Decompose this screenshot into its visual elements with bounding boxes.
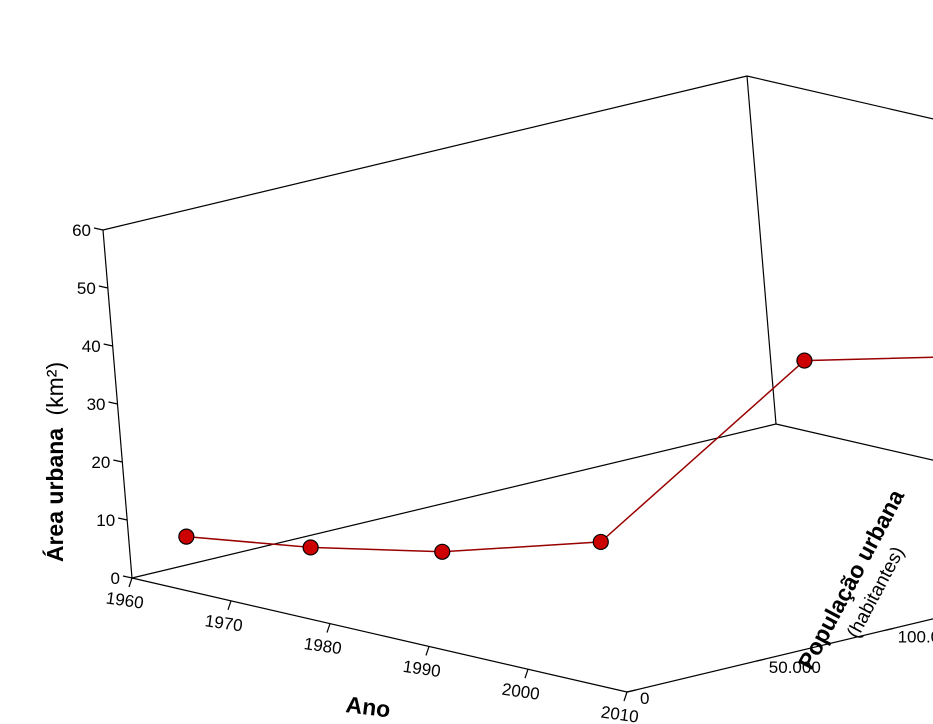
axis-title-z: Área urbana (km²): [41, 362, 68, 562]
z-tick-mark: [98, 285, 108, 289]
x-tick-mark: [425, 646, 430, 656]
data-point: [796, 352, 813, 369]
z-tick-label: 0: [111, 569, 120, 588]
box-edge-4: [775, 423, 933, 461]
data-series: [178, 352, 933, 560]
z-tick-label: 60: [72, 221, 91, 240]
x-tick-mark: [326, 623, 331, 633]
x-tick-label: 1990: [402, 657, 442, 681]
y-tick-label: 50.000: [769, 658, 821, 677]
axis-title-z-group: Área urbana (km²): [41, 362, 68, 562]
x-tick-mark: [623, 691, 628, 702]
series-line: [186, 356, 933, 553]
x-tick-mark: [227, 600, 232, 610]
box-edge-0: [131, 577, 628, 693]
x-tick-mark: [128, 577, 133, 588]
axis-title-z-label: Área urbana: [41, 428, 68, 562]
x-tick-label: 1960: [105, 589, 145, 613]
axis-title-z-unit: (km²): [42, 362, 68, 416]
x-tick-label: 2000: [501, 680, 541, 704]
data-point: [592, 533, 609, 551]
z-tick-mark: [108, 401, 118, 405]
box-edge-1: [131, 423, 777, 579]
z-tick-mark: [113, 459, 123, 463]
axis-title-x: Ano: [344, 691, 392, 722]
box-edge-3: [626, 618, 933, 693]
z-tick-label: 10: [96, 511, 115, 530]
x-tick-mark: [524, 669, 529, 679]
x-tick-label: 1970: [204, 611, 244, 635]
data-point: [178, 528, 195, 545]
y-tick-mark: [626, 689, 637, 693]
box-edge-7: [746, 75, 933, 120]
axis-title-y-group: População urbana (habitantes): [793, 485, 910, 673]
data-point: [434, 543, 451, 560]
z-tick-label: 50: [77, 279, 96, 298]
z-tick-mark: [93, 227, 104, 231]
z-tick-label: 40: [82, 337, 101, 356]
data-point: [302, 539, 319, 556]
y-tick-mark: [884, 627, 894, 631]
y-tick-label: 100.000: [898, 627, 933, 646]
z-tick-mark: [103, 343, 113, 347]
y-tick-mark: [755, 658, 765, 662]
z-tick-label: 20: [91, 453, 110, 472]
z-tick-mark: [122, 575, 133, 579]
plot-box: [102, 75, 933, 693]
box-edge-6: [746, 75, 777, 425]
box-edge-5: [102, 75, 748, 231]
x-tick-label: 2010: [600, 703, 640, 724]
z-tick-mark: [118, 517, 128, 521]
y-tick-label: 0: [640, 689, 649, 708]
x-tick-label: 1980: [303, 634, 343, 658]
z-tick-label: 30: [87, 395, 106, 414]
